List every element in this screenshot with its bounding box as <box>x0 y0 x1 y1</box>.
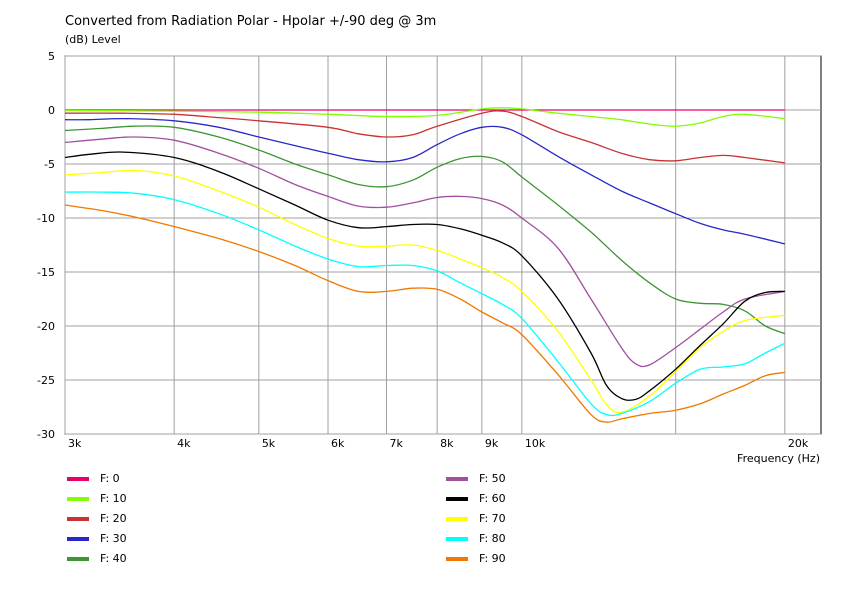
legend-swatch-f10 <box>67 497 89 501</box>
legend-label-f80: F: 80 <box>479 532 506 545</box>
series-line-f80 <box>64 191 786 417</box>
y-tick-label: -15 <box>37 266 55 279</box>
x-tick-label: 4k <box>177 437 191 450</box>
chart-title: Converted from Radiation Polar - Hpolar … <box>65 14 436 29</box>
legend-swatch-f50 <box>446 477 468 481</box>
legend-label-f10: F: 10 <box>100 492 127 505</box>
legend-swatch-f30 <box>67 537 89 541</box>
series-line-f40 <box>64 125 786 335</box>
y-tick-label: -5 <box>44 158 55 171</box>
y-tick-label: -10 <box>37 212 55 225</box>
series-line-f50 <box>64 136 785 368</box>
legend-label-f0: F: 0 <box>100 472 120 485</box>
y-tick-labels: 5 0 -5 -10 -15 -20 -25 -30 <box>37 50 55 441</box>
legend-swatch-f20 <box>67 517 89 521</box>
legend: F: 0 F: 10 F: 20 F: 30 F: 40 F: 50 F: 60 F: 70 F… <box>67 472 506 565</box>
series-line-f90 <box>64 204 785 423</box>
legend-swatch-f80 <box>446 537 468 541</box>
x-axis-label: Frequency (Hz) <box>737 452 820 465</box>
x-tick-label: 5k <box>262 437 276 450</box>
series-line-f60 <box>64 151 785 401</box>
series-line-f30 <box>64 117 785 245</box>
legend-label-f40: F: 40 <box>100 552 127 565</box>
y-tick-label: -30 <box>37 428 55 441</box>
legend-label-f90: F: 90 <box>479 552 506 565</box>
y-axis-label: (dB) Level <box>65 33 121 46</box>
y-tick-label: -25 <box>37 374 55 387</box>
grid-lines <box>64 55 821 435</box>
plot-area <box>64 55 822 435</box>
legend-label-f30: F: 30 <box>100 532 127 545</box>
y-tick-label: 5 <box>48 50 55 63</box>
x-tick-label: 10k <box>525 437 546 450</box>
legend-swatch-f90 <box>446 557 468 561</box>
legend-label-f20: F: 20 <box>100 512 127 525</box>
series-line-f10 <box>64 107 785 127</box>
series-line-f70 <box>64 169 785 414</box>
legend-label-f50: F: 50 <box>479 472 506 485</box>
series-lines <box>64 107 786 423</box>
legend-swatch-f70 <box>446 517 468 521</box>
x-tick-label: 8k <box>440 437 454 450</box>
legend-swatch-f0 <box>67 477 89 481</box>
x-tick-label: 20k <box>788 437 809 450</box>
y-tick-label: -20 <box>37 320 55 333</box>
x-tick-label: 6k <box>331 437 345 450</box>
legend-swatch-f60 <box>446 497 468 501</box>
series-line-f20 <box>64 110 785 164</box>
x-tick-labels: 3k 4k 5k 6k 7k 8k 9k 10k 20k <box>68 437 809 450</box>
x-tick-label: 3k <box>68 437 82 450</box>
legend-label-f60: F: 60 <box>479 492 506 505</box>
legend-label-f70: F: 70 <box>479 512 506 525</box>
y-tick-label: 0 <box>48 104 55 117</box>
legend-swatch-f40 <box>67 557 89 561</box>
x-tick-label: 7k <box>389 437 403 450</box>
x-tick-label: 9k <box>485 437 499 450</box>
